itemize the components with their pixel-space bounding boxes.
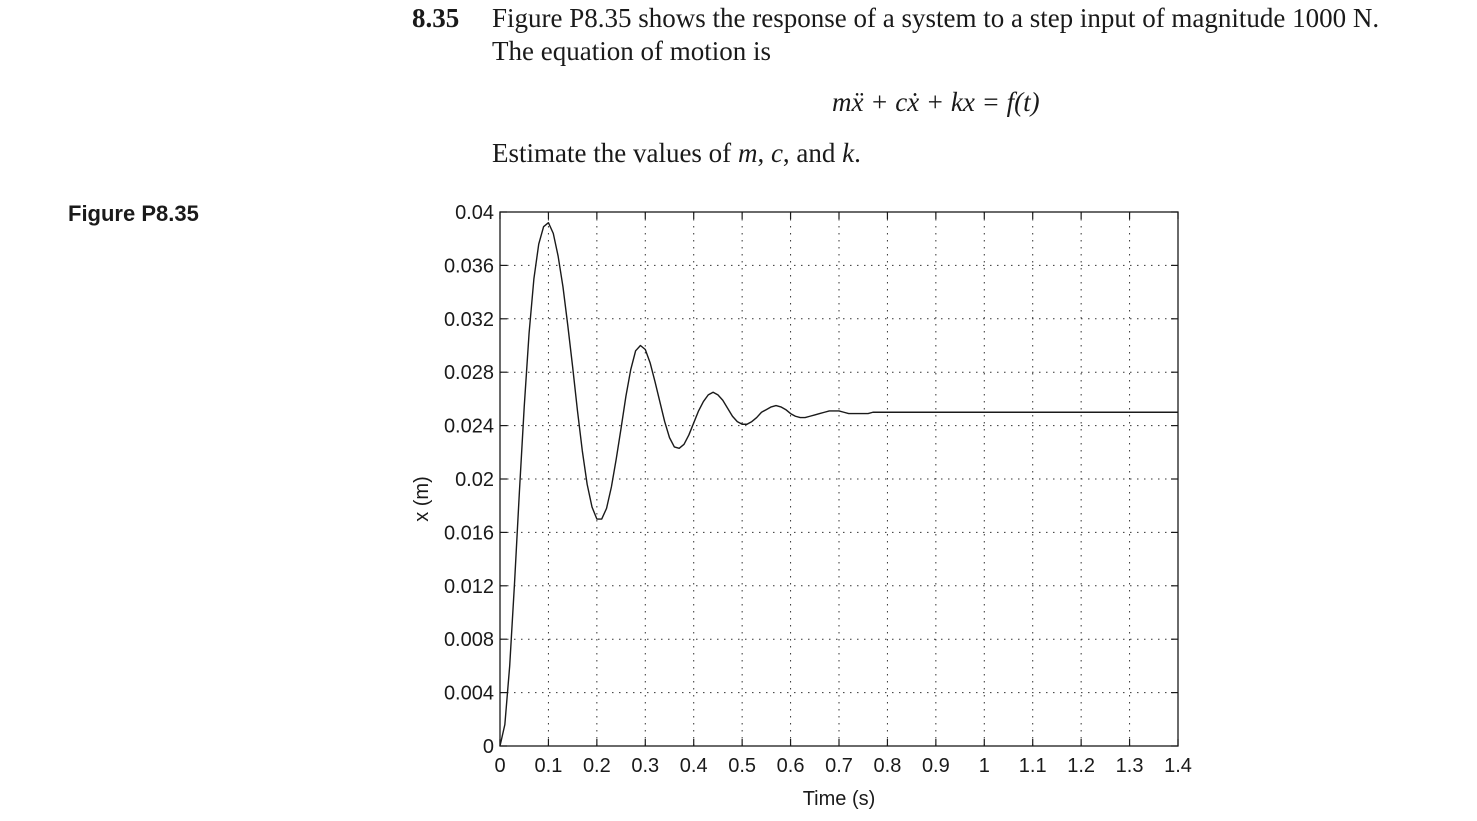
x-tick-label: 1: [979, 755, 990, 777]
x-tick-label: 0.6: [777, 755, 805, 777]
plot-frame: [499, 211, 1179, 747]
x-tick-label: 0.9: [922, 755, 950, 777]
series-layer: [499, 221, 1178, 747]
x-tick-label: 0.1: [535, 755, 563, 777]
figure-label: Figure P8.35: [68, 201, 199, 226]
x-tick-label: 0.3: [631, 755, 659, 777]
x-tick-label: 1.4: [1164, 755, 1192, 777]
y-tick-label: 0.036: [444, 255, 494, 277]
estimate-prefix: Estimate the values of: [492, 138, 738, 168]
y-tick-label: 0.032: [444, 309, 494, 331]
x-tick-label: 0.2: [583, 755, 611, 777]
x-axis-title: Time (s): [803, 788, 876, 810]
grid-layer: [500, 212, 1178, 746]
problem-text: Figure P8.35 shows the response of a sys…: [492, 3, 1380, 66]
y-tick-label: 0.008: [444, 629, 494, 651]
x-tick-label: 1.2: [1067, 755, 1095, 777]
variable-k: k: [842, 138, 855, 168]
variable-m: m: [737, 138, 758, 168]
problem-number: 8.35: [412, 3, 460, 33]
separator-2: , and: [782, 138, 843, 168]
separator-1: ,: [757, 138, 771, 168]
sentence-end: .: [854, 138, 861, 168]
y-tick-label: 0.04: [455, 202, 494, 224]
x-tick-label: 0: [494, 755, 505, 777]
x-tick-label: 0.7: [825, 755, 853, 777]
y-tick-label: 0.02: [455, 469, 494, 491]
y-tick-label: 0.028: [444, 362, 494, 384]
estimate-sentence: Estimate the values of m, c, and k.: [492, 137, 861, 170]
x-tick-label: 1.1: [1019, 755, 1047, 777]
equation-of-motion: mẍ + cẋ + kx = f(t): [832, 87, 1040, 117]
response-curve: [499, 221, 1178, 747]
y-tick-label: 0.012: [444, 576, 494, 598]
variable-c: c: [770, 138, 783, 168]
y-tick-label: 0: [483, 736, 494, 758]
x-tick-label: 0.8: [874, 755, 902, 777]
x-tick-label: 0.5: [728, 755, 756, 777]
y-tick-label: 0.024: [444, 416, 494, 438]
label-layer: 0 0.1 0.2 0.3 0.4 0.5 0.6 0.7 0.8 0.9 1 1.1 1.2 1.3 1.…: [444, 202, 1192, 777]
y-axis-title: x (m): [411, 476, 433, 522]
x-tick-label: 1.3: [1116, 755, 1144, 777]
x-tick-label: 0.4: [680, 755, 708, 777]
y-tick-label: 0.016: [444, 522, 494, 544]
y-tick-label: 0.004: [444, 683, 494, 705]
